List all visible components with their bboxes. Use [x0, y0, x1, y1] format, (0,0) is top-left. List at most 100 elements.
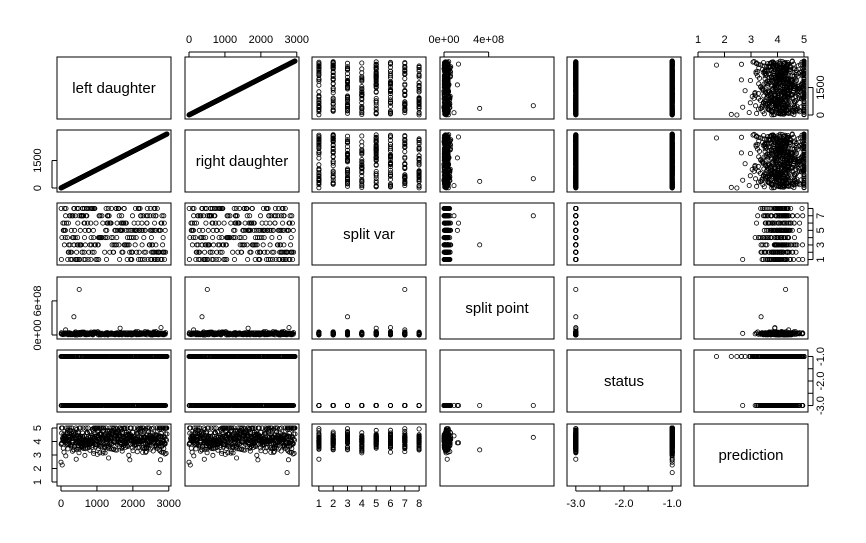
- data-point: [742, 88, 748, 94]
- panel-frame: [566, 56, 682, 120]
- data-point: [402, 101, 408, 107]
- data-point: [477, 105, 483, 111]
- data-point: [359, 104, 365, 110]
- data-point: [747, 100, 753, 106]
- data-point: [88, 256, 94, 262]
- data-point: [739, 61, 745, 67]
- data-point: [728, 184, 734, 190]
- data-point: [102, 249, 108, 255]
- data-point: [387, 100, 393, 106]
- data-point: [359, 60, 365, 66]
- panel-frame: [56, 56, 172, 120]
- panel-frame: [56, 202, 172, 266]
- data-point: [344, 110, 350, 116]
- panel-1-4: [566, 129, 682, 193]
- data-point: [747, 150, 753, 156]
- data-point: [530, 103, 536, 109]
- panel-1-3: [439, 129, 555, 193]
- data-point: [373, 105, 379, 111]
- data-point: [387, 94, 393, 100]
- data-point: [104, 256, 110, 262]
- data-point: [330, 95, 336, 101]
- data-point: [739, 134, 745, 140]
- data-point: [402, 149, 408, 155]
- data-point: [753, 176, 759, 182]
- data-point: [61, 242, 67, 248]
- data-point: [747, 78, 753, 84]
- data-point: [316, 89, 322, 95]
- data-point: [292, 58, 298, 64]
- data-point: [344, 100, 350, 106]
- data-point: [119, 213, 125, 219]
- data-point: [402, 76, 408, 82]
- data-point: [455, 61, 461, 67]
- data-point: [100, 220, 106, 226]
- panel-0-1: [184, 56, 300, 120]
- panel-2-0: [56, 202, 172, 266]
- data-point: [91, 235, 97, 241]
- data-point: [530, 176, 536, 182]
- data-point: [454, 155, 460, 161]
- panel-frame: [311, 56, 427, 120]
- data-point: [373, 96, 379, 102]
- data-point: [77, 227, 83, 233]
- data-point: [373, 98, 379, 104]
- panel-frame: [311, 129, 427, 193]
- data-point: [58, 256, 64, 262]
- data-point: [387, 103, 393, 109]
- data-point: [344, 105, 350, 111]
- data-point: [316, 100, 322, 106]
- data-point: [387, 108, 393, 114]
- panel-1-0: [56, 129, 172, 193]
- data-point: [740, 177, 746, 183]
- data-point: [754, 183, 760, 189]
- data-point: [753, 103, 759, 109]
- data-point: [742, 161, 748, 167]
- panel-0-2: [311, 56, 427, 120]
- data-point: [714, 62, 720, 68]
- data-point: [108, 205, 114, 211]
- data-point: [738, 150, 744, 156]
- data-point: [454, 82, 460, 88]
- panel-0-3: [439, 56, 555, 120]
- panel-frame: [439, 56, 555, 120]
- data-point: [734, 185, 740, 191]
- data-point: [451, 110, 457, 116]
- data-point: [738, 77, 744, 83]
- panel-1-5: [693, 129, 809, 193]
- data-point: [477, 178, 483, 184]
- panel-0-0: [56, 56, 172, 120]
- data-point: [330, 98, 336, 104]
- data-point: [63, 213, 69, 219]
- data-point: [90, 227, 96, 233]
- panel-frame: [184, 56, 300, 120]
- data-point: [316, 162, 322, 168]
- data-point: [359, 100, 365, 106]
- data-point: [734, 112, 740, 118]
- data-point: [714, 135, 720, 141]
- data-point: [359, 112, 365, 118]
- panel-1-2: [311, 129, 427, 193]
- data-point: [344, 93, 350, 99]
- data-point: [402, 99, 408, 105]
- data-point: [455, 134, 461, 140]
- data-point: [93, 220, 99, 226]
- data-point: [82, 242, 88, 248]
- panel-frame: [439, 129, 555, 193]
- data-point: [746, 110, 752, 116]
- data-point: [82, 235, 88, 241]
- data-point: [74, 249, 80, 255]
- data-point: [416, 95, 422, 101]
- data-point: [402, 110, 408, 116]
- data-point: [373, 107, 379, 113]
- data-point: [75, 220, 81, 226]
- data-point: [451, 183, 457, 189]
- data-point: [747, 173, 753, 179]
- data-point: [88, 220, 94, 226]
- data-point: [344, 97, 350, 103]
- data-point: [416, 112, 422, 118]
- data-point: [330, 107, 336, 113]
- data-point: [740, 104, 746, 110]
- data-point: [359, 133, 365, 139]
